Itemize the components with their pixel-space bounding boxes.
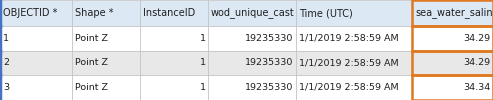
Bar	[0, 26, 72, 50]
Text: Point Z: Point Z	[75, 34, 108, 43]
Text: 2: 2	[3, 58, 9, 67]
Text: 1: 1	[200, 83, 206, 92]
Text: 1/1/2019 2:58:59 AM: 1/1/2019 2:58:59 AM	[299, 83, 398, 92]
Text: Point Z: Point Z	[75, 58, 108, 67]
Bar	[0, 75, 72, 100]
Bar	[412, 26, 493, 50]
Bar	[412, 50, 493, 75]
Bar	[296, 26, 412, 50]
Bar	[72, 75, 140, 100]
Bar	[208, 75, 296, 100]
Text: 1/1/2019 2:58:59 AM: 1/1/2019 2:58:59 AM	[299, 34, 398, 43]
Bar	[296, 0, 412, 26]
Bar	[208, 0, 296, 26]
Text: wod_unique_cast: wod_unique_cast	[211, 8, 295, 18]
Text: InstanceID: InstanceID	[143, 8, 195, 18]
Bar	[412, 75, 493, 100]
Text: Time (UTC): Time (UTC)	[299, 8, 352, 18]
Text: 1: 1	[3, 34, 9, 43]
Bar	[296, 75, 412, 100]
Bar	[72, 26, 140, 50]
Text: 34.29: 34.29	[463, 58, 491, 67]
Bar	[412, 75, 493, 100]
Bar	[140, 75, 208, 100]
Text: OBJECTID *: OBJECTID *	[3, 8, 57, 18]
Text: 34.29: 34.29	[463, 34, 491, 43]
Text: 34.34: 34.34	[463, 83, 491, 92]
Bar	[412, 26, 493, 50]
Bar	[0, 50, 72, 75]
Text: Shape *: Shape *	[75, 8, 113, 18]
Bar	[412, 0, 493, 26]
Text: 19235330: 19235330	[245, 83, 293, 92]
Bar	[208, 50, 296, 75]
Text: 19235330: 19235330	[245, 58, 293, 67]
Text: 1: 1	[200, 34, 206, 43]
Bar	[296, 50, 412, 75]
Bar	[140, 0, 208, 26]
Bar	[0, 0, 72, 26]
Bar	[412, 0, 493, 26]
Bar	[72, 0, 140, 26]
Text: Point Z: Point Z	[75, 83, 108, 92]
Text: 1/1/2019 2:58:59 AM: 1/1/2019 2:58:59 AM	[299, 58, 398, 67]
Bar	[412, 50, 493, 75]
Bar	[72, 50, 140, 75]
Bar	[208, 26, 296, 50]
Text: 3: 3	[3, 83, 9, 92]
Bar	[140, 26, 208, 50]
Text: 19235330: 19235330	[245, 34, 293, 43]
Bar	[140, 50, 208, 75]
Text: 1: 1	[200, 58, 206, 67]
Text: sea_water_salinity: sea_water_salinity	[415, 8, 493, 18]
